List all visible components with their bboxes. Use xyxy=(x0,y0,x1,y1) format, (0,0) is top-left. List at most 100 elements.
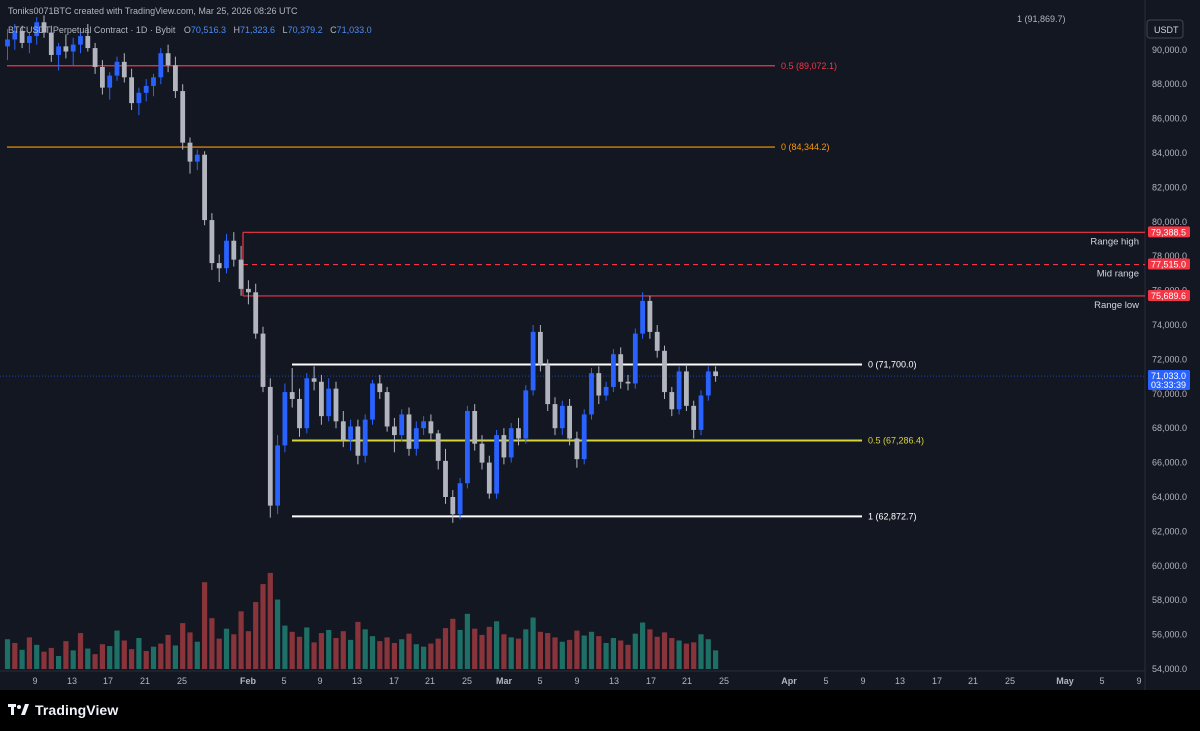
volume-bar xyxy=(552,637,558,669)
price-badge xyxy=(1148,289,1190,301)
volume-bar xyxy=(26,637,32,669)
x-tick-label: 5 xyxy=(1099,676,1104,686)
candle-body xyxy=(85,36,91,49)
volume-bar xyxy=(150,646,157,669)
created-caption: Toniks0071BTC created with TradingView.c… xyxy=(8,6,298,16)
volume-bar xyxy=(399,639,405,669)
volume-bar xyxy=(77,633,84,669)
candle-body xyxy=(516,428,521,439)
volume-bar xyxy=(260,584,266,669)
y-tick-label: 66,000.0 xyxy=(1152,458,1187,468)
x-tick-label: 25 xyxy=(462,676,472,686)
y-tick-label: 62,000.0 xyxy=(1152,526,1187,536)
candle-body xyxy=(662,350,667,393)
candle-body xyxy=(632,333,638,384)
fib-level-label: 0.5 (89,072.1) xyxy=(781,61,837,71)
candle-body xyxy=(5,39,10,47)
x-tick-label: 17 xyxy=(389,676,399,686)
volume-bar xyxy=(435,638,441,669)
y-tick-label: 88,000.0 xyxy=(1152,79,1187,89)
y-tick-label: 82,000.0 xyxy=(1152,182,1187,192)
volume-bar xyxy=(596,636,602,669)
candle-countdown: 03:33:39 xyxy=(1151,380,1186,390)
range-label: Range high xyxy=(1090,236,1139,247)
x-tick-label: 13 xyxy=(67,676,77,686)
volume-bar xyxy=(640,622,646,669)
candle-body xyxy=(326,388,332,417)
ohlc-low-key: L xyxy=(282,25,288,35)
volume-bar xyxy=(85,648,91,669)
candle-body xyxy=(12,30,18,40)
candle-body xyxy=(180,91,186,143)
candle-body xyxy=(377,383,383,393)
candle-body xyxy=(435,433,441,461)
fib-level-label: 0 (84,344.2) xyxy=(781,142,830,152)
volume-bar xyxy=(289,631,295,669)
volume-bar xyxy=(683,643,689,669)
volume-bar xyxy=(515,638,522,669)
tradingview-logo[interactable]: TradingView xyxy=(8,702,118,718)
volume-bar xyxy=(406,633,412,669)
candle-body xyxy=(676,371,682,410)
volume-bar xyxy=(348,639,354,669)
fib-level-label: 1 (62,872.7) xyxy=(868,511,917,521)
volume-bar xyxy=(501,634,507,669)
volume-bar xyxy=(661,632,668,669)
y-tick-label: 78,000.0 xyxy=(1152,251,1187,261)
volume-bar xyxy=(464,613,470,669)
volume-bar xyxy=(333,638,339,669)
volume-bar xyxy=(588,631,595,669)
x-tick-label: 25 xyxy=(1005,676,1015,686)
volume-bar xyxy=(311,642,317,669)
volume-bar xyxy=(48,647,54,669)
volume-bar xyxy=(202,582,208,669)
candle-body xyxy=(640,300,645,334)
candle-body xyxy=(165,53,171,66)
candle-body xyxy=(275,445,280,506)
candle-body xyxy=(260,333,266,387)
volume-bar xyxy=(625,644,631,669)
candle-body xyxy=(362,419,368,456)
symbol-title: BTCUSDT Perpetual Contract · 1D · Bybit xyxy=(8,25,176,35)
ohlc-low-value: 70,379.2 xyxy=(287,25,323,35)
candle-body xyxy=(27,36,32,43)
candle-body xyxy=(523,390,529,439)
candle-body xyxy=(267,386,273,506)
candle-body xyxy=(450,497,456,515)
volume-bar xyxy=(618,640,624,669)
candle-body xyxy=(457,483,463,515)
volume-bar xyxy=(530,617,536,669)
volume-bar xyxy=(610,638,616,669)
x-tick-label: Feb xyxy=(240,676,257,686)
volume-bar xyxy=(318,633,324,669)
symbol-legend[interactable]: BTCUSDT Perpetual Contract · 1D · Bybit … xyxy=(8,25,377,35)
candle-body xyxy=(421,421,426,429)
candle-body xyxy=(698,395,704,430)
x-tick-label: 13 xyxy=(895,676,905,686)
x-tick-label: Apr xyxy=(781,676,797,686)
candle-body xyxy=(48,32,54,55)
candle-body xyxy=(311,378,317,382)
ohlc-open-value: 70,516.3 xyxy=(190,25,226,35)
candle-body xyxy=(70,44,76,52)
volume-bar xyxy=(187,632,193,669)
candle-body xyxy=(705,371,711,396)
candle-body xyxy=(530,331,536,391)
volume-bar xyxy=(99,644,105,669)
volume-bar xyxy=(713,650,719,669)
volume-bar xyxy=(34,644,40,669)
x-tick-label: 17 xyxy=(103,676,113,686)
volume-bar xyxy=(143,651,149,669)
price-badge xyxy=(1148,258,1190,270)
volume-bar xyxy=(19,649,25,669)
volume-bar xyxy=(676,640,682,669)
candle-body xyxy=(129,77,134,104)
ohlc-close-key: C xyxy=(330,25,337,35)
candle-body xyxy=(501,435,507,458)
volume-bar xyxy=(413,644,419,669)
volume-bar xyxy=(326,629,332,669)
candle-body xyxy=(567,405,572,439)
volume-bar xyxy=(669,638,675,669)
candle-body xyxy=(216,263,222,269)
